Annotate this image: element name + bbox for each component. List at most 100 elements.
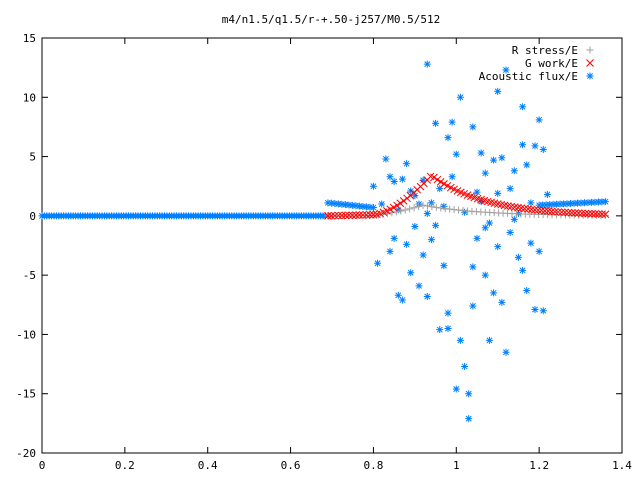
legend-label: G work/E xyxy=(525,57,578,70)
data-point xyxy=(485,336,493,344)
data-point xyxy=(506,185,514,193)
data-point xyxy=(378,200,386,208)
data-point xyxy=(394,206,402,214)
data-point xyxy=(411,192,419,200)
data-point xyxy=(423,209,431,217)
data-point xyxy=(601,210,610,219)
legend-marker xyxy=(586,59,594,67)
data-point xyxy=(547,207,556,216)
data-point xyxy=(430,173,438,182)
data-point xyxy=(586,72,594,80)
data-point xyxy=(338,200,346,208)
x-tick-label: 1.4 xyxy=(612,459,632,472)
y-tick-label: -5 xyxy=(23,269,36,282)
x-tick-label: 1.2 xyxy=(529,459,549,472)
legend-label: R stress/E xyxy=(512,44,578,57)
y-tick-label: 0 xyxy=(29,210,36,223)
data-point xyxy=(601,198,609,206)
y-tick-label: -10 xyxy=(16,328,36,341)
data-point xyxy=(523,161,531,169)
data-point xyxy=(331,200,339,208)
data-point xyxy=(494,189,502,197)
data-point xyxy=(544,207,553,216)
data-point xyxy=(502,66,510,74)
data-point xyxy=(523,287,531,295)
data-point xyxy=(407,269,415,277)
data-point xyxy=(494,87,502,95)
data-point xyxy=(359,202,367,210)
data-point xyxy=(436,185,444,193)
data-point xyxy=(564,208,573,217)
data-point xyxy=(527,199,535,207)
x-tick-label: 0.8 xyxy=(363,459,383,472)
data-point xyxy=(399,197,408,205)
data-point xyxy=(507,202,516,211)
data-point xyxy=(490,156,498,164)
data-point xyxy=(334,211,343,220)
plot-border xyxy=(41,37,623,454)
data-point xyxy=(534,206,543,215)
data-point xyxy=(386,173,394,181)
data-point xyxy=(469,263,477,271)
data-point xyxy=(539,145,547,153)
data-point xyxy=(446,205,454,213)
data-point xyxy=(452,385,460,393)
data-point xyxy=(510,203,519,211)
data-point xyxy=(362,211,371,219)
data-point xyxy=(411,223,419,231)
data-point xyxy=(432,203,440,211)
data-point xyxy=(432,119,440,127)
data-point xyxy=(406,205,414,213)
data-point xyxy=(527,239,535,247)
data-point xyxy=(517,204,526,213)
data-point xyxy=(494,243,502,251)
y-tick-label: -15 xyxy=(16,388,36,401)
data-point xyxy=(423,60,431,68)
data-point xyxy=(398,175,406,183)
data-point xyxy=(584,209,593,218)
data-point xyxy=(401,206,409,214)
data-point xyxy=(456,336,464,344)
data-point xyxy=(554,208,563,216)
data-point xyxy=(594,210,603,218)
y-tick-label: 10 xyxy=(23,91,36,104)
data-point xyxy=(432,221,440,229)
data-point xyxy=(541,207,549,215)
data-point xyxy=(586,46,594,54)
data-point xyxy=(331,211,339,220)
x-tick-label: 1 xyxy=(453,459,460,472)
data-point xyxy=(440,202,448,210)
data-point xyxy=(419,201,427,209)
data-point xyxy=(537,206,546,215)
data-point xyxy=(369,182,377,190)
data-point xyxy=(374,259,382,267)
series-g-work-e xyxy=(324,172,610,220)
data-point xyxy=(519,266,527,274)
data-point xyxy=(581,209,590,218)
data-point xyxy=(519,103,527,111)
data-point xyxy=(461,208,469,216)
data-point xyxy=(352,211,360,219)
data-point xyxy=(338,211,346,220)
data-point xyxy=(403,240,411,248)
data-point xyxy=(369,210,378,219)
data-point xyxy=(389,203,398,212)
data-point xyxy=(436,177,445,186)
data-point xyxy=(469,302,477,310)
data-point xyxy=(352,202,360,210)
data-point xyxy=(481,271,489,279)
data-point xyxy=(530,205,539,214)
data-point xyxy=(369,204,377,212)
data-point xyxy=(527,205,536,214)
chart-title: m4/n1.5/q1.5/r-+.50-j257/M0.5/512 xyxy=(222,13,441,26)
data-point xyxy=(444,309,452,317)
data-point xyxy=(423,292,431,300)
data-point xyxy=(473,234,481,242)
x-tick-label: 0 xyxy=(39,459,46,472)
data-point xyxy=(490,289,498,297)
data-point xyxy=(452,150,460,158)
data-point xyxy=(334,200,342,208)
data-point xyxy=(531,306,539,314)
data-point xyxy=(448,118,456,126)
